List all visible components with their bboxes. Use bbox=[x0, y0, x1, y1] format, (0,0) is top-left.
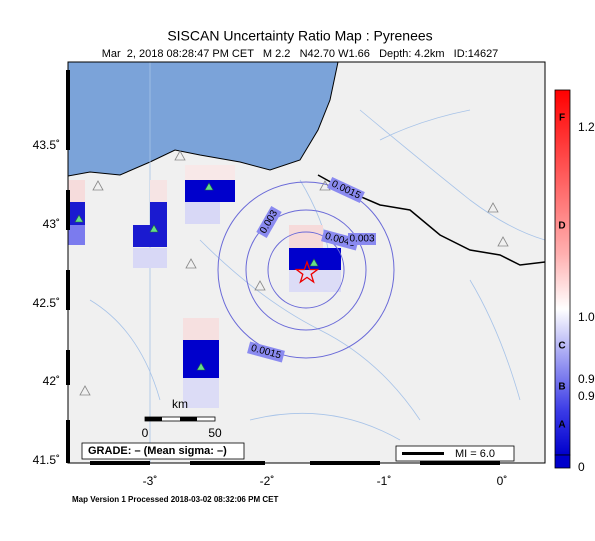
colorbar: F D C B A 1.2 1.0 0.9 0.9 0 bbox=[554, 89, 595, 474]
lat-label: 42˚ bbox=[43, 374, 60, 388]
mi-box bbox=[395, 445, 515, 462]
grade: GRADE: – (Mean sigma: –) bbox=[88, 445, 227, 457]
grade-box bbox=[81, 442, 245, 460]
sea bbox=[68, 62, 339, 177]
lon-label: -3˚ bbox=[143, 474, 158, 488]
lat-label: 41.5˚ bbox=[33, 453, 60, 467]
grade-letter: F bbox=[559, 113, 565, 124]
colorbar-value: 0 bbox=[578, 460, 585, 474]
lon-label: 0˚ bbox=[497, 474, 508, 488]
grade-letter: C bbox=[558, 341, 565, 352]
frame bbox=[67, 61, 546, 464]
lon-labels: -3˚ -2˚ -1˚ 0˚ bbox=[143, 474, 508, 488]
grade-letter: A bbox=[558, 420, 565, 431]
colorbar-value: 1.2 bbox=[578, 120, 595, 134]
active-stations bbox=[74, 182, 319, 371]
mi-label: MI = 6.0 bbox=[455, 448, 495, 460]
colorbar-value: 0.9 bbox=[578, 389, 595, 403]
title: SISCAN Uncertainty Ratio Map : Pyrenees bbox=[167, 28, 432, 44]
lon-label: -1˚ bbox=[377, 474, 392, 488]
map-area: 0.0015 0.003 0.0045 0.003 0.0015 bbox=[68, 62, 545, 463]
scale-bar: km 0 50 bbox=[142, 397, 222, 440]
frame-ticks bbox=[66, 70, 500, 465]
lat-label: 43.5˚ bbox=[33, 138, 60, 152]
stations bbox=[79, 150, 509, 396]
colorbar-floor bbox=[554, 454, 571, 469]
mi-line bbox=[402, 452, 444, 455]
subtitle: Mar 2, 2018 08:28:47 PM CET M 2.2 N42.70… bbox=[102, 48, 499, 60]
epicenter bbox=[294, 260, 320, 284]
colorbar-values: 1.2 1.0 0.9 0.9 0 bbox=[578, 120, 595, 474]
footer: Map Version 1 Processed 2018-03-02 08:32… bbox=[72, 495, 278, 504]
contour-label: 0.003 bbox=[349, 234, 374, 245]
scale-unit: km bbox=[172, 397, 188, 411]
colorbar-value: 0.9 bbox=[578, 372, 595, 386]
scale-tick: 50 bbox=[208, 426, 222, 440]
grade-letters: F D C B A bbox=[558, 113, 565, 431]
lat-label: 43˚ bbox=[43, 217, 60, 231]
grid-cells bbox=[68, 165, 341, 408]
lat-labels: 43.5˚ 43˚ 42.5˚ 42˚ 41.5˚ bbox=[33, 138, 60, 467]
lat-label: 42.5˚ bbox=[33, 296, 60, 310]
lon-label: -2˚ bbox=[260, 474, 275, 488]
contours bbox=[217, 181, 395, 359]
scale-tick: 0 bbox=[142, 426, 149, 440]
colorbar-value: 1.0 bbox=[578, 310, 595, 324]
grade-letter: D bbox=[558, 221, 565, 232]
colorbar-ramp bbox=[554, 89, 571, 456]
grade-letter: B bbox=[558, 382, 565, 393]
